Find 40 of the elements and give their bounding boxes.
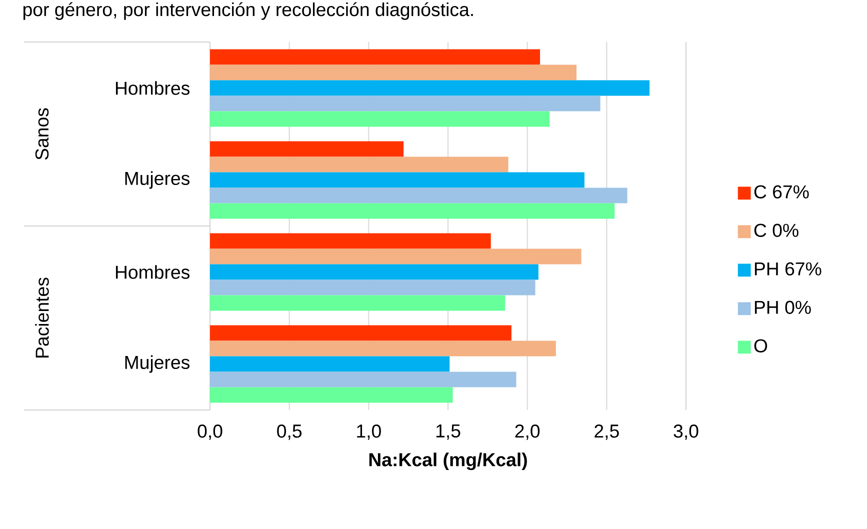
bar — [210, 387, 453, 403]
legend-label: PH 67% — [754, 262, 822, 276]
text: Pacientes — [35, 278, 49, 358]
y-tick-label: Hombres — [116, 81, 190, 95]
bar — [210, 80, 650, 96]
x-tick-label: 3,0 — [674, 424, 698, 440]
bar — [210, 325, 512, 341]
x-tick-label: 1,5 — [436, 424, 460, 440]
bar — [210, 172, 584, 188]
bar — [210, 64, 577, 80]
bar — [210, 340, 556, 356]
bar — [210, 248, 582, 264]
bar — [210, 264, 538, 280]
x-axis-title: Na:Kcal (mg/Kcal) — [369, 452, 527, 470]
bar — [210, 141, 404, 157]
bar — [210, 356, 450, 372]
y-tick-label: Mujeres — [125, 171, 190, 189]
bar — [210, 280, 536, 296]
x-tick-label: 2,0 — [515, 424, 540, 440]
bar — [210, 156, 508, 172]
bar — [210, 111, 550, 127]
x-tick-label: 1,0 — [357, 424, 381, 440]
bar — [210, 295, 506, 311]
legend-label: C 0% — [754, 224, 798, 237]
bar — [210, 96, 600, 112]
bar — [210, 49, 540, 65]
bar — [210, 203, 615, 219]
text: Sanos — [35, 108, 49, 160]
x-tick-label: 2,5 — [594, 424, 619, 440]
legend-label: PH 0% — [754, 300, 811, 314]
legend-label: C 67% — [754, 185, 809, 198]
x-tick-label: 0,0 — [198, 424, 222, 440]
bar — [210, 372, 516, 388]
legend-label: O — [754, 339, 768, 352]
y-tick-label: Mujeres — [125, 355, 190, 373]
chart-title: por género, por intervención y recolección diagnóstica. — [23, 2, 473, 20]
bar — [210, 233, 491, 249]
x-tick-label: 0,5 — [277, 424, 302, 440]
bar — [210, 188, 628, 204]
y-tick-label: Hombres — [116, 265, 190, 279]
